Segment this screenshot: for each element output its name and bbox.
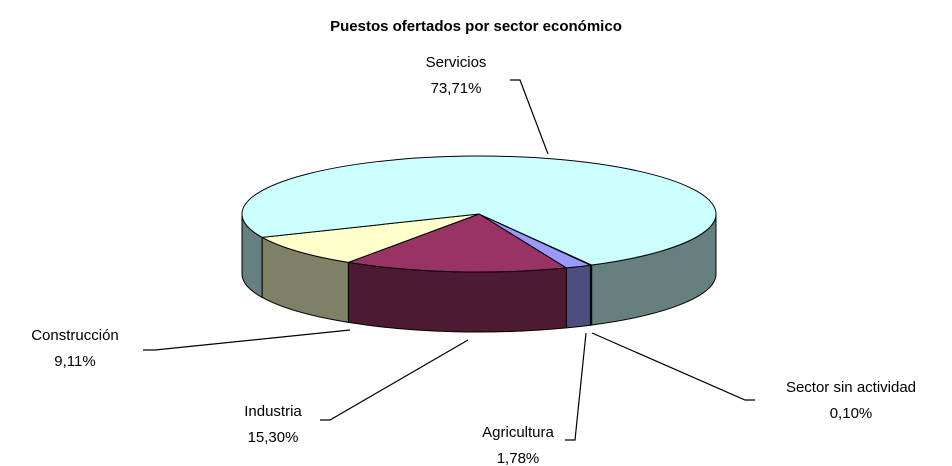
data-label-value: 0,10% <box>830 405 873 422</box>
data-label-name: Servicios <box>426 54 487 71</box>
chart-title: Puestos ofertados por sector económico <box>330 18 622 35</box>
data-label-name: Construcción <box>31 327 119 344</box>
pie <box>241 155 717 333</box>
data-label-value: 15,30% <box>248 429 299 446</box>
data-label-name: Agricultura <box>482 424 554 441</box>
leader-line <box>565 332 587 441</box>
data-label-value: 1,78% <box>497 450 540 466</box>
pie-slice <box>241 155 717 266</box>
leader-line <box>510 79 549 155</box>
leader-line <box>320 339 469 421</box>
pie-side <box>565 264 591 329</box>
data-label-value: 9,11% <box>54 353 95 370</box>
data-label-value: 73,71% <box>431 80 482 97</box>
pie-slice <box>346 213 568 273</box>
leader-line <box>143 329 351 351</box>
data-label-name: Industria <box>244 403 302 420</box>
pie-slice <box>260 213 480 263</box>
data-label-name: Sector sin actividad <box>786 379 916 396</box>
pie-side <box>347 261 567 333</box>
leader-line <box>591 332 755 401</box>
